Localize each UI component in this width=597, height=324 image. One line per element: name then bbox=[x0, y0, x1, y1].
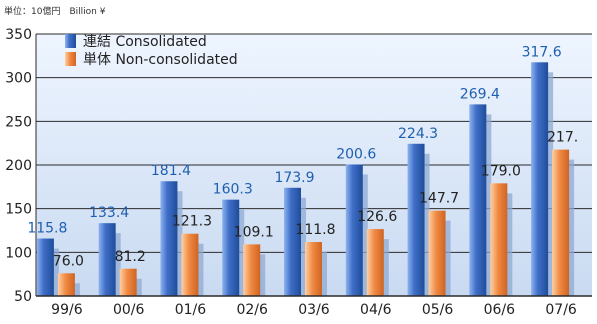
y-tick-label-250: 250 bbox=[5, 114, 32, 130]
bar-shadow-consolidated-06/6 bbox=[485, 114, 492, 297]
x-tick-label-99/6: 99/6 bbox=[51, 302, 83, 318]
bar-consolidated-03/6 bbox=[284, 187, 301, 296]
bar-nonconsolidated-01/6 bbox=[181, 233, 199, 296]
bar-nonconsolidated-06/6 bbox=[490, 183, 508, 296]
data-label-nonconsolidated-05/6: 147.7 bbox=[419, 191, 459, 207]
data-label-nonconsolidated-03/6: 111.8 bbox=[295, 222, 335, 238]
bar-nonconsolidated-03/6 bbox=[305, 242, 322, 296]
x-tick-label-03/6: 03/6 bbox=[298, 302, 330, 318]
unit-label: 単位：10億円 Billion ¥ bbox=[4, 7, 106, 17]
bar-consolidated-02/6 bbox=[222, 199, 240, 296]
bar-shadow-nonconsolidated-07/6 bbox=[568, 159, 575, 296]
y-tick-label-350: 350 bbox=[5, 27, 32, 43]
data-label-nonconsolidated-00/6: 81.2 bbox=[115, 249, 146, 265]
bar-shadow-nonconsolidated-99/6 bbox=[73, 283, 80, 296]
legend-label-nonconsolidated: 単体 Non-consolidated bbox=[83, 52, 238, 68]
bar-shadow-nonconsolidated-00/6 bbox=[135, 278, 142, 296]
bar-nonconsolidated-05/6 bbox=[428, 210, 446, 296]
data-label-consolidated-01/6: 181.4 bbox=[151, 163, 191, 179]
bar-shadow-consolidated-03/6 bbox=[300, 197, 306, 296]
bar-shadow-consolidated-04/6 bbox=[361, 174, 368, 296]
data-label-consolidated-03/6: 173.9 bbox=[274, 170, 314, 186]
bar-shadow-nonconsolidated-01/6 bbox=[197, 243, 204, 296]
bar-nonconsolidated-07/6 bbox=[552, 149, 570, 296]
x-tick-label-05/6: 05/6 bbox=[422, 302, 454, 318]
y-tick-label-150: 150 bbox=[5, 202, 32, 218]
legend-swatch-consolidated bbox=[65, 34, 76, 48]
data-label-nonconsolidated-04/6: 126.6 bbox=[357, 209, 397, 225]
bar-consolidated-06/6 bbox=[469, 104, 487, 297]
data-label-consolidated-00/6: 133.4 bbox=[89, 205, 129, 221]
bar-shadow-nonconsolidated-06/6 bbox=[506, 193, 513, 296]
x-tick-label-00/6: 00/6 bbox=[113, 302, 145, 318]
bar-consolidated-05/6 bbox=[407, 143, 425, 296]
bar-shadow-nonconsolidated-05/6 bbox=[444, 220, 451, 296]
bar-nonconsolidated-04/6 bbox=[366, 229, 384, 296]
bar-shadow-consolidated-05/6 bbox=[423, 153, 430, 296]
data-label-consolidated-02/6: 160.3 bbox=[213, 182, 253, 198]
y-tick-label-50: 50 bbox=[14, 289, 32, 305]
bar-shadow-nonconsolidated-03/6 bbox=[321, 252, 327, 296]
y-tick-label-200: 200 bbox=[5, 158, 32, 174]
data-label-nonconsolidated-06/6: 179.0 bbox=[481, 163, 521, 179]
data-label-nonconsolidated-02/6: 109.1 bbox=[234, 224, 274, 240]
data-label-consolidated-05/6: 224.3 bbox=[398, 126, 438, 142]
bar-nonconsolidated-00/6 bbox=[119, 268, 137, 296]
bar-shadow-nonconsolidated-04/6 bbox=[382, 239, 389, 296]
data-label-nonconsolidated-07/6: 217. bbox=[547, 130, 578, 146]
bar-shadow-consolidated-02/6 bbox=[238, 209, 245, 296]
bar-nonconsolidated-99/6 bbox=[57, 273, 75, 296]
bar-shadow-consolidated-99/6 bbox=[52, 248, 59, 296]
y-tick-label-100: 100 bbox=[5, 245, 32, 261]
data-label-consolidated-99/6: 115.8 bbox=[27, 221, 67, 237]
data-label-consolidated-07/6: 317.6 bbox=[522, 44, 562, 60]
data-label-nonconsolidated-01/6: 121.3 bbox=[172, 214, 212, 230]
x-tick-label-01/6: 01/6 bbox=[175, 302, 207, 318]
x-tick-label-04/6: 04/6 bbox=[360, 302, 392, 318]
x-tick-label-02/6: 02/6 bbox=[236, 302, 268, 318]
x-tick-label-06/6: 06/6 bbox=[484, 302, 516, 318]
data-label-consolidated-06/6: 269.4 bbox=[460, 86, 500, 102]
bar-consolidated-01/6 bbox=[160, 181, 178, 296]
y-tick-label-300: 300 bbox=[5, 71, 32, 87]
bar-shadow-consolidated-01/6 bbox=[176, 191, 183, 296]
bar-consolidated-04/6 bbox=[345, 164, 363, 296]
bar-shadow-consolidated-07/6 bbox=[547, 72, 554, 297]
bar-consolidated-99/6 bbox=[36, 238, 54, 296]
data-label-consolidated-04/6: 200.6 bbox=[336, 146, 376, 162]
bar-nonconsolidated-02/6 bbox=[243, 244, 261, 296]
legend-label-consolidated: 連結 Consolidated bbox=[83, 34, 207, 50]
legend-swatch-nonconsolidated bbox=[65, 52, 76, 66]
bar-consolidated-00/6 bbox=[98, 223, 116, 296]
x-tick-label-07/6: 07/6 bbox=[545, 302, 577, 318]
data-label-nonconsolidated-99/6: 76.0 bbox=[53, 253, 84, 269]
bar-shadow-nonconsolidated-02/6 bbox=[259, 254, 266, 296]
bar-consolidated-07/6 bbox=[531, 62, 549, 296]
bar-shadow-consolidated-00/6 bbox=[114, 233, 121, 296]
